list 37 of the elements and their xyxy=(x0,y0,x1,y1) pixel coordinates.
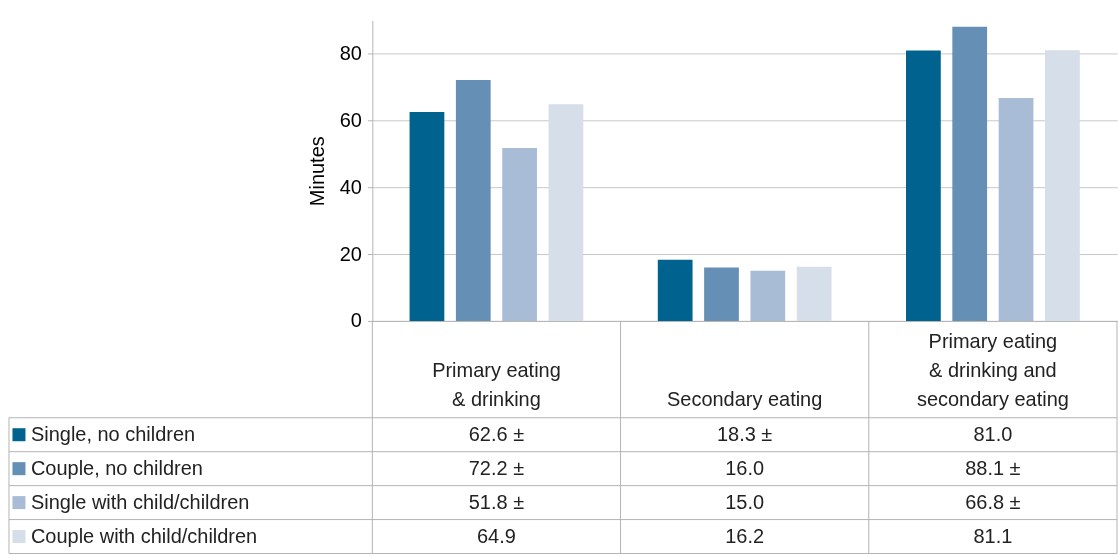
bar xyxy=(952,26,988,321)
legend-label: Couple, no children xyxy=(30,456,203,479)
bar xyxy=(998,97,1034,321)
legend-label: Single, no children xyxy=(30,422,196,445)
x-tick-label: Primary eating & drinking xyxy=(432,358,561,410)
bar xyxy=(502,147,537,321)
data-label: 18.3 ± xyxy=(717,422,773,445)
y-tick-label: 0 xyxy=(350,309,362,332)
y-tick-label: 60 xyxy=(339,109,362,132)
bar xyxy=(409,111,445,321)
data-label: 15.0 xyxy=(725,490,765,513)
bar xyxy=(657,259,693,321)
data-label: 64.9 xyxy=(477,524,516,547)
bar xyxy=(906,50,941,321)
data-label: 81.0 xyxy=(973,422,1013,445)
bar xyxy=(704,267,739,321)
data-label: 16.2 xyxy=(725,524,765,547)
data-label: 62.6 ± xyxy=(468,422,525,445)
legend-label: Couple with child/children xyxy=(30,524,258,547)
bar xyxy=(548,104,584,321)
data-label: 88.1 ± xyxy=(965,456,1021,479)
bar xyxy=(1045,50,1080,321)
bar xyxy=(750,270,786,321)
legend-label: Single with child/children xyxy=(30,490,250,513)
data-label: 81.1 xyxy=(973,524,1013,547)
data-label: 16.0 xyxy=(725,456,765,479)
data-label: 51.8 ± xyxy=(468,490,525,513)
x-tick-label: Secondary eating xyxy=(667,387,823,410)
bar xyxy=(455,79,491,321)
bar xyxy=(796,266,832,321)
y-tick-label: 40 xyxy=(339,175,362,198)
y-axis-title: Minutes xyxy=(305,136,328,207)
x-tick-label: Primary eating & drinking and secondary eating xyxy=(916,329,1069,410)
data-label: 66.8 ± xyxy=(965,490,1021,513)
data-label: 72.2 ± xyxy=(468,456,525,479)
y-tick-label: 20 xyxy=(339,242,362,265)
y-tick-label: 80 xyxy=(339,42,362,65)
